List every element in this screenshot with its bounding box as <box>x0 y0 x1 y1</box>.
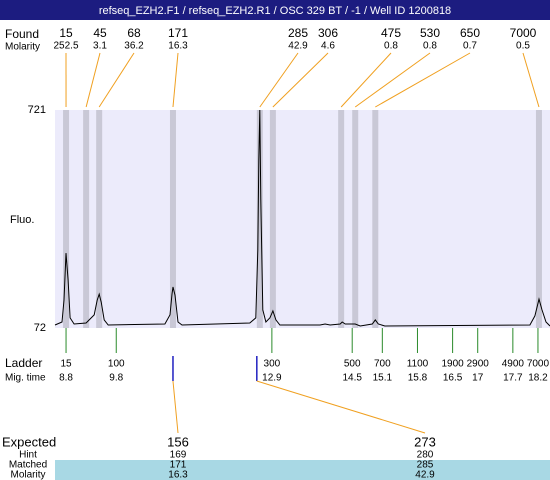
ladder-size: 15 <box>60 359 72 370</box>
peak-band <box>169 110 176 328</box>
ladder-size: 4900 <box>502 359 525 370</box>
peak-band <box>372 110 379 328</box>
found-molarity: 3.1 <box>93 41 107 52</box>
peak-link <box>172 52 179 108</box>
hint-value: 169 <box>170 450 187 461</box>
ladder-size: 500 <box>344 359 361 370</box>
expected-link <box>256 380 426 434</box>
expected-molarity-label: Molarity <box>10 470 45 480</box>
ladder-label: Ladder <box>5 356 42 370</box>
found-size: 285 <box>288 26 308 40</box>
y-axis-label: Fluo. <box>10 214 34 226</box>
found-molarity: 0.5 <box>516 41 530 52</box>
found-size: 15 <box>59 26 73 40</box>
ladder-size: 1100 <box>407 359 429 370</box>
molarity-value: 42.9 <box>415 470 435 480</box>
mig-time-label: Mig. time <box>5 373 46 384</box>
peak-band <box>535 110 542 328</box>
plot-area <box>55 110 550 328</box>
ladder-time: 17 <box>472 373 484 384</box>
peak-link <box>272 52 329 108</box>
found-size: 475 <box>381 26 401 40</box>
peak-band <box>269 110 276 328</box>
expected-label: Expected <box>2 434 56 449</box>
ladder-time: 15.1 <box>373 373 393 384</box>
ladder-time: 12.9 <box>262 373 282 384</box>
found-molarity: 16.3 <box>168 41 188 52</box>
found-molarity: 0.7 <box>463 41 477 52</box>
peak-band <box>83 110 90 328</box>
chart-title: refseq_EZH2.F1 / refseq_EZH2.R1 / OSC 32… <box>99 5 451 17</box>
peak-band <box>96 110 103 328</box>
ladder-size: 1900 <box>441 359 464 370</box>
ladder-time: 14.5 <box>342 373 362 384</box>
molarity-label: Molarity <box>5 42 40 53</box>
molarity-value: 16.3 <box>168 470 188 480</box>
ladder-size: 100 <box>108 359 125 370</box>
matched-value: 285 <box>417 460 434 471</box>
ladder-time: 18.2 <box>528 373 548 384</box>
found-size: 530 <box>420 26 440 40</box>
hint-label: Hint <box>19 450 37 461</box>
ladder-time: 15.8 <box>408 373 428 384</box>
found-molarity: 42.9 <box>288 41 308 52</box>
found-size: 171 <box>168 26 188 40</box>
matched-label: Matched <box>9 460 47 471</box>
ladder-time: 9.8 <box>109 373 123 384</box>
found-molarity: 0.8 <box>423 41 437 52</box>
peak-band <box>352 110 359 328</box>
found-molarity: 0.8 <box>384 41 398 52</box>
ladder-size: 7000 <box>527 359 550 370</box>
peak-band <box>63 110 70 328</box>
matched-row <box>55 460 550 470</box>
found-molarity: 252.5 <box>53 41 78 52</box>
ladder-size: 700 <box>374 359 391 370</box>
found-size: 306 <box>318 26 338 40</box>
matched-value: 171 <box>170 460 187 471</box>
peak-band <box>256 110 263 328</box>
peak-link <box>354 52 431 108</box>
peak-link <box>85 52 101 108</box>
ladder-time: 8.8 <box>59 373 73 384</box>
trace <box>54 109 550 327</box>
title-bar <box>0 0 550 20</box>
y-tick-label: 721 <box>28 104 46 116</box>
peak-link <box>522 52 540 108</box>
ladder-time: 17.7 <box>503 373 523 384</box>
ladder-time: 16.5 <box>443 373 463 384</box>
molarity-row <box>55 470 550 480</box>
y-tick-label: 72 <box>34 322 46 334</box>
peak-link <box>375 52 471 108</box>
peak-link <box>98 52 135 108</box>
ladder-size: 300 <box>264 359 281 370</box>
peak-band <box>338 110 345 328</box>
found-molarity: 4.6 <box>321 41 335 52</box>
found-molarity: 36.2 <box>124 41 144 52</box>
found-size: 7000 <box>510 26 537 40</box>
expected-size: 273 <box>414 434 436 449</box>
found-label: Found <box>5 27 39 41</box>
expected-size: 156 <box>167 434 189 449</box>
ladder-size: 2900 <box>467 359 490 370</box>
found-size: 68 <box>127 26 141 40</box>
expected-link <box>172 380 179 434</box>
found-size: 650 <box>460 26 480 40</box>
peak-link <box>340 52 392 108</box>
peak-link <box>259 52 299 108</box>
found-size: 45 <box>93 26 107 40</box>
hint-value: 280 <box>417 450 434 461</box>
